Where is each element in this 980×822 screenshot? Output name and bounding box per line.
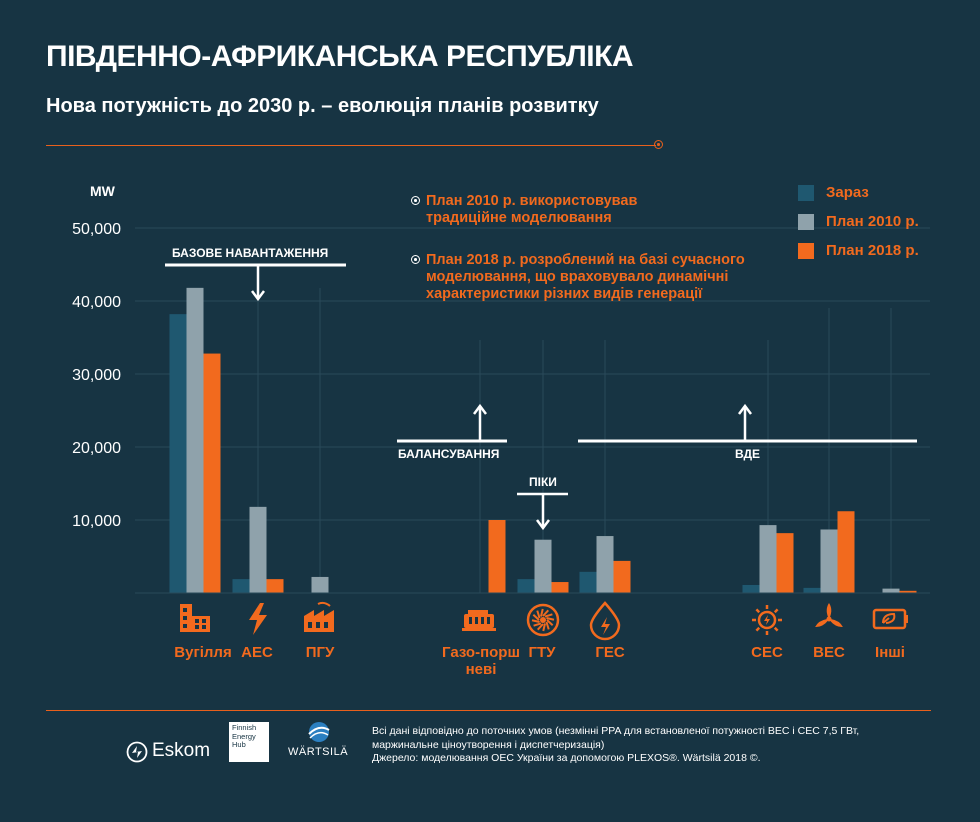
feh-logo-line: Finnish: [232, 723, 257, 732]
note-bullet-icon: [411, 255, 420, 264]
lightning-icon: [249, 603, 267, 635]
y-tick-label: 40,000: [72, 294, 121, 311]
bar: [882, 588, 900, 593]
battery-icon: [872, 608, 908, 630]
eskom-logo-text: Eskom: [152, 740, 211, 761]
arrow-res-head: [738, 403, 752, 415]
footer-divider: [46, 710, 931, 711]
bar: [551, 582, 569, 593]
category-label-nuclear: АЕС: [241, 644, 273, 661]
legend-swatch-now: [798, 185, 814, 201]
engine-icon: [462, 610, 496, 631]
category-label-coal: Вугілля: [174, 644, 232, 661]
y-tick-label: 20,000: [72, 440, 121, 457]
group-label-balancing: БАЛАНСУВАННЯ: [398, 447, 500, 461]
bar: [266, 579, 284, 593]
feh-logo-line: Energy: [232, 731, 256, 741]
bar: [899, 590, 917, 593]
wartsila-logo-text: WÄRTSILÄ: [288, 746, 349, 758]
category-label-wind: ВЕС: [813, 644, 845, 661]
group-label-peaks: ПІКИ: [529, 475, 557, 489]
footnote-line: маржинальне ціноутворення і диспетчериза…: [372, 738, 605, 751]
arrow-base-load-head: [251, 290, 265, 302]
eskom-logo: Eskom: [126, 738, 226, 766]
page-subtitle: Нова потужність до 2030 р. – еволюція пл…: [46, 95, 599, 117]
bar: [776, 533, 794, 593]
bar: [579, 571, 597, 593]
divider-dot-icon: [654, 140, 663, 149]
bar: [169, 314, 187, 593]
bar: [311, 576, 329, 593]
note-2018: План 2018 р. розроблений на базі сучасно…: [426, 252, 745, 302]
bar: [249, 506, 267, 593]
footnote: Всі дані відповідно до поточних умов (не…: [372, 725, 932, 766]
note-bullet-icon: [411, 196, 420, 205]
category-label-gas-engines-text: Газо-поршневі: [442, 644, 520, 678]
bar: [837, 511, 855, 593]
factory-icon: [304, 601, 334, 632]
y-tick-label: 50,000: [72, 221, 121, 238]
arrow-peaks-head: [536, 519, 550, 531]
bar: [488, 520, 506, 593]
note-2010: План 2010 р. використовував традиційне м…: [426, 193, 638, 226]
feh-logo-line: Hub: [232, 740, 246, 749]
footnote-line: Всі дані відповідно до поточних умов (не…: [372, 725, 860, 737]
category-label-solar: СЕС: [751, 644, 783, 661]
group-label-res: ВДЕ: [735, 447, 761, 461]
legend-label-plan2010: План 2010 р.: [826, 213, 919, 230]
group-label-base-load: БАЗОВЕ НАВАНТАЖЕННЯ: [172, 246, 329, 260]
bar: [596, 536, 614, 593]
water-drop-icon: [589, 601, 621, 641]
y-axis-label: MW: [90, 183, 116, 199]
page-title: ПІВДЕННО-АФРИКАНСЬКА РЕСПУБЛІКА: [46, 40, 634, 73]
bar: [820, 529, 838, 593]
bar: [534, 539, 552, 593]
feh-logo: Finnish Energy Hub: [229, 722, 269, 762]
category-label-gt: ГТУ: [528, 644, 556, 661]
footnote-line: Джерело: моделювання ОЕС України за допо…: [372, 752, 761, 764]
bar: [803, 587, 821, 593]
coal-plant-icon: [180, 604, 210, 632]
wartsila-logo-icon: [308, 722, 330, 742]
title-divider: [46, 145, 656, 146]
bar: [517, 579, 535, 593]
wartsila-logo: WÄRTSILÄ: [288, 720, 352, 760]
turbine-icon: [526, 603, 560, 637]
legend-label-plan2018: План 2018 р.: [826, 242, 919, 259]
legend-swatch-plan2018: [798, 243, 814, 259]
category-label-ccgt: ПГУ: [305, 644, 335, 661]
wind-turbine-icon: [815, 603, 843, 628]
eskom-logo-icon: [126, 741, 148, 763]
bar: [203, 353, 221, 593]
arrow-balancing-head: [473, 403, 487, 415]
legend-swatch-plan2010: [798, 214, 814, 230]
bar: [232, 579, 250, 593]
sun-icon: [752, 605, 782, 635]
category-label-gas-engines: Газо-поршневі: [436, 644, 526, 678]
legend-label-now: Зараз: [826, 184, 869, 201]
y-tick-label: 30,000: [72, 367, 121, 384]
bar: [613, 560, 631, 593]
category-label-other: Інші: [875, 644, 905, 661]
feh-logo-text: Finnish Energy Hub: [232, 723, 257, 750]
bar: [742, 584, 760, 593]
bar: [186, 287, 204, 593]
y-tick-label: 10,000: [72, 513, 121, 530]
bar: [759, 525, 777, 593]
category-label-hydro: ГЕС: [595, 644, 625, 661]
